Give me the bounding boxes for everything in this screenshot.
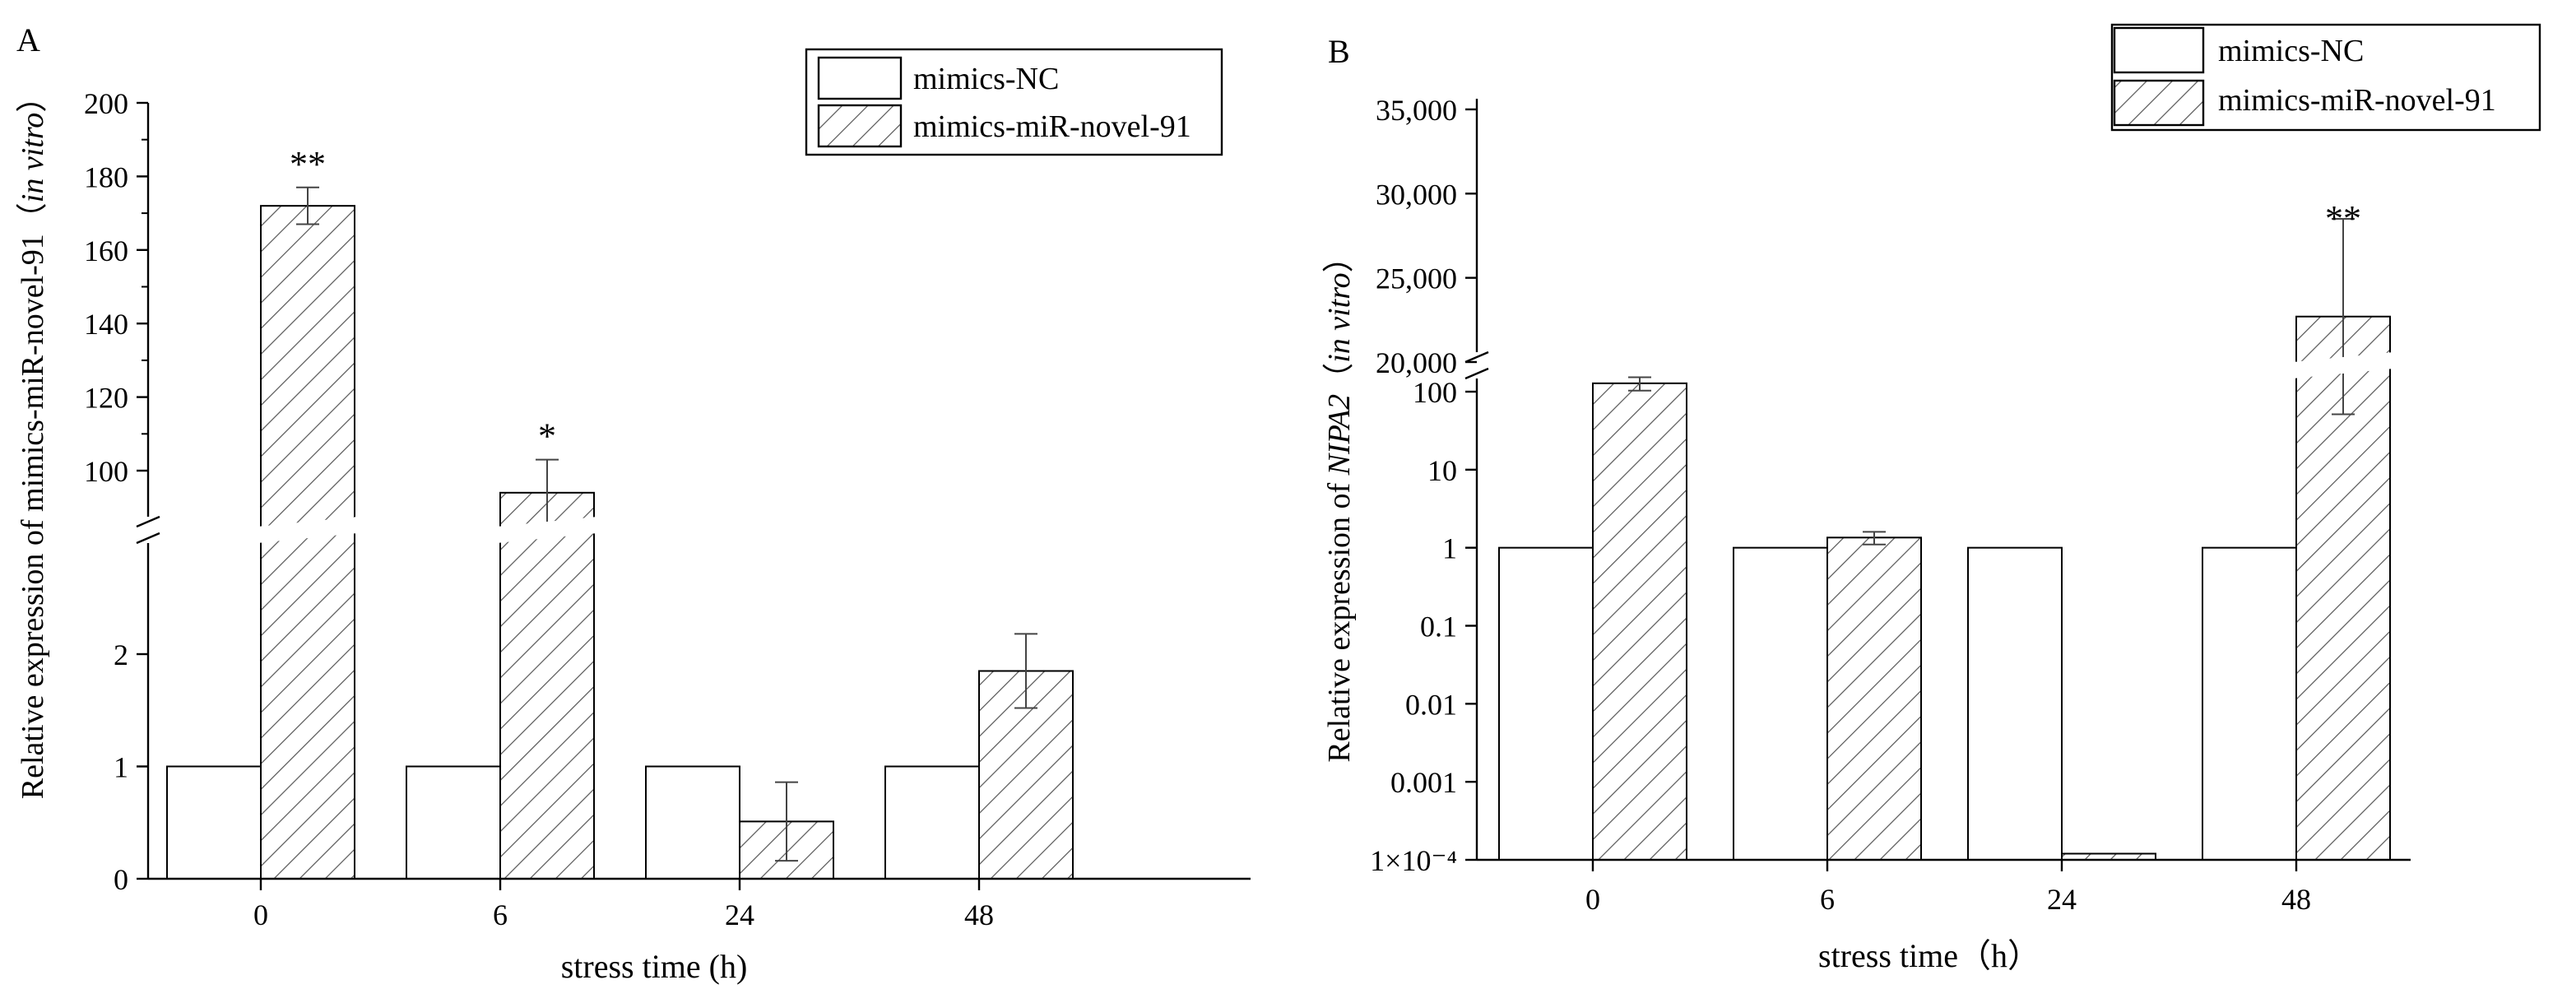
panel-a-label: A: [16, 21, 40, 58]
panel-b-y-tick-label: 0.001: [1390, 766, 1457, 799]
panel-b-bar-nc: [1498, 546, 1594, 861]
panel-a-y-tick-label: 180: [84, 160, 128, 193]
panel-a-x-tick-label: 0: [253, 899, 268, 931]
panel-a: A Relative expression of mimics-miR-nove…: [16, 21, 1251, 985]
panel-a-legend-label-mimics: mimics-miR-novel-91: [913, 109, 1191, 144]
panel-b-x-tick-label: 24: [2047, 883, 2077, 916]
panel-a-bar-mimics: [260, 205, 355, 880]
panel-a-y-tick-label: 0: [114, 863, 128, 896]
panel-b-y-axis-label: Relative expression of NIPA2（in vitro）: [1322, 241, 1357, 762]
axis-break-gap: [258, 517, 358, 543]
panel-a-y-tick-label: 120: [84, 382, 128, 415]
panel-b-x-tick-label: 48: [2281, 883, 2311, 916]
panel-a-y-tick-label: 100: [84, 455, 128, 488]
panel-b-bar-nc: [2202, 546, 2297, 861]
panel-a-x-tick-label: 48: [964, 899, 994, 931]
panel-a-legend-swatch-nc: [817, 56, 903, 100]
panel-a-y-axis-label: Relative expression of mimics-miR-novel-…: [16, 81, 50, 799]
panel-b-y-tick-label: 1: [1442, 532, 1457, 565]
panel-a-y-axis-label-italic: in vitro: [16, 113, 50, 202]
panel-a-y-tick-label: 1: [114, 751, 128, 784]
panel-a-y-tick-label: 160: [84, 234, 128, 267]
panel-b-axis-break: [1464, 351, 1489, 380]
panel-b-x-tick-label: 6: [1820, 883, 1835, 916]
panel-a-y-tick-label: 2: [114, 638, 128, 671]
panel-b-y-tick-label: 20,000: [1376, 346, 1457, 379]
panel-b-y-tick-label: 1×10⁻⁴: [1370, 844, 1457, 877]
panel-b-x-tick-label: 0: [1585, 883, 1600, 916]
panel-a-x-axis-label: stress time (h): [561, 948, 748, 985]
panel-b: B Relative expression of NIPA2（in vitro）…: [1322, 23, 2541, 974]
panel-a-bar-nc: [645, 765, 740, 880]
panel-b-label: B: [1328, 33, 1350, 70]
panel-b-bar-mimics: [1592, 382, 1687, 861]
panel-a-y-tick-label: 140: [84, 308, 128, 341]
panel-a-x-tick-label: 6: [493, 899, 508, 931]
panel-b-bar-nc: [1967, 546, 2063, 861]
panel-b-y-tick-label: 0.01: [1405, 688, 1457, 721]
panel-b-significance-label: **: [2325, 198, 2361, 239]
panel-b-y-axis-label-gene: NIPA2: [1322, 394, 1357, 476]
panel-b-x-axis-label: stress time（h）: [1818, 937, 2040, 974]
panel-b-bar-nc: [1733, 546, 1828, 861]
panel-a-bar-nc: [884, 765, 980, 880]
axis-break-gap: [2293, 352, 2393, 378]
panel-a-x-tick-label: 24: [725, 899, 754, 931]
panel-b-y-tick-label: 10: [1427, 454, 1457, 487]
panel-a-bar-nc: [166, 765, 262, 880]
panel-b-bar-mimics: [1826, 536, 1922, 861]
panel-a-significance-label: **: [290, 144, 326, 184]
panel-b-y-tick-label: 35,000: [1376, 94, 1457, 127]
panel-a-y-axis-label-main: Relative expression of mimics-miR-novel-…: [16, 234, 50, 799]
panel-b-legend-label-mimics: mimics-miR-novel-91: [2218, 83, 2496, 118]
panel-b-y-tick-label: 25,000: [1376, 262, 1457, 295]
panel-b-legend-label-nc: mimics-NC: [2218, 34, 2364, 68]
panel-b-y-tick-label: 0.1: [1420, 611, 1457, 643]
axis-break-gap: [497, 517, 597, 543]
panel-b-y-tick-label: 100: [1413, 376, 1457, 409]
panel-b-legend-swatch-nc: [2113, 26, 2205, 74]
panel-a-bar-mimics: [499, 491, 595, 880]
panel-a-axis-break: [136, 515, 160, 545]
panel-b-y-tick-label: 30,000: [1376, 178, 1457, 211]
panel-b-y-axis-label-main: Relative expression of: [1322, 475, 1357, 762]
panel-b-y-axis-label-italic: in vitro: [1322, 272, 1357, 362]
panel-a-legend-swatch-mimics: [817, 104, 903, 148]
panel-a-legend-label-nc: mimics-NC: [913, 62, 1059, 96]
panel-a-bar-nc: [406, 765, 501, 880]
panel-a-significance-label: *: [538, 416, 556, 457]
panel-a-legend: mimics-NC mimics-miR-novel-91: [805, 48, 1223, 156]
panel-b-legend: mimics-NC mimics-miR-novel-91: [2110, 23, 2541, 132]
panel-a-y-tick-label: 200: [84, 87, 128, 120]
panel-b-legend-swatch-mimics: [2113, 79, 2205, 127]
